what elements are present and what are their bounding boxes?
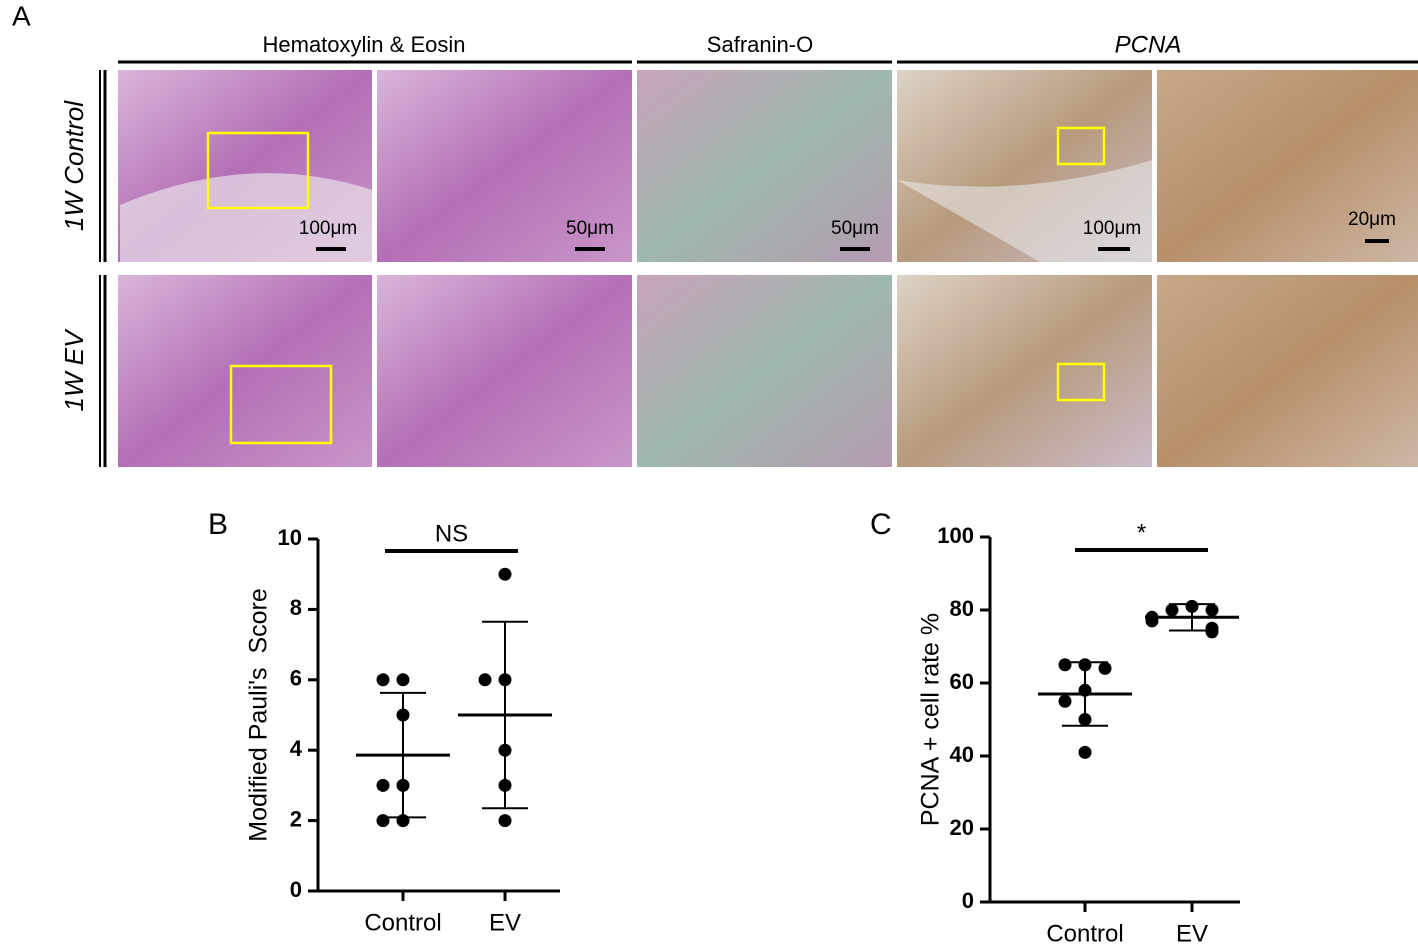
- micrographs: [118, 70, 1418, 467]
- data-point: [376, 778, 390, 792]
- data-point: [498, 814, 512, 828]
- scale-label: 50μm: [566, 218, 614, 239]
- row-label: 1W Control: [59, 100, 89, 231]
- data-point: [1165, 603, 1179, 617]
- significance-label: NS: [435, 520, 468, 547]
- data-point: [376, 814, 390, 828]
- y-tick-label: 0: [962, 888, 974, 913]
- y-axis-title: PCNA + cell rate %: [917, 613, 945, 826]
- x-tick-label: Control: [364, 909, 441, 936]
- panel-label: A: [12, 0, 31, 31]
- y-tick-label: 10: [278, 525, 302, 550]
- panel-label: B: [208, 508, 228, 541]
- data-point: [1058, 658, 1072, 672]
- y-tick-label: 2: [290, 806, 302, 831]
- column-header: Hematoxylin & Eosin: [263, 32, 466, 57]
- y-tick-label: 8: [290, 595, 302, 620]
- charts: B 0 2 4 6 8 10 Modified Pauli's Score Control EV N…: [208, 508, 1240, 944]
- y-tick-label: 80: [950, 596, 974, 621]
- column-header: Safranin-O: [707, 32, 813, 57]
- data-point: [376, 673, 390, 687]
- data-point: [498, 567, 512, 581]
- y-tick-label: 40: [950, 742, 974, 767]
- scale-label: 100μm: [1083, 218, 1141, 239]
- x-tick-label: EV: [489, 909, 521, 936]
- y-axis-title: Modified Pauli's Score: [245, 588, 273, 842]
- y-tick-label: 4: [290, 736, 303, 761]
- y-tick-label: 0: [290, 877, 302, 902]
- column-header: PCNA: [1115, 31, 1182, 58]
- data-point: [396, 673, 410, 687]
- x-tick-label: EV: [1176, 920, 1208, 944]
- scale-label: 20μm: [1348, 209, 1396, 230]
- y-tick-label: 60: [950, 669, 974, 694]
- y-tick-label: 100: [937, 523, 974, 548]
- data-point: [1205, 603, 1219, 617]
- scale-bars: 100μm 50μm 50μm 100μm 20μm: [299, 209, 1396, 251]
- panel-a: A Hematoxylin & Eosin Safranin-O PCNA 1W…: [12, 0, 1418, 467]
- x-tick-label: Control: [1046, 920, 1123, 944]
- data-point: [1098, 661, 1112, 675]
- data-point: [478, 673, 492, 687]
- data-point: [1078, 745, 1092, 759]
- y-tick-label: 6: [290, 666, 302, 691]
- data-point: [1205, 625, 1219, 639]
- y-tick-label: 20: [950, 815, 974, 840]
- significance-label: *: [1137, 519, 1146, 546]
- panel-label: C: [870, 508, 892, 541]
- data-point: [1058, 694, 1072, 708]
- row-label: 1W EV: [59, 328, 89, 412]
- scale-label: 100μm: [299, 218, 357, 239]
- scale-label: 50μm: [831, 218, 879, 239]
